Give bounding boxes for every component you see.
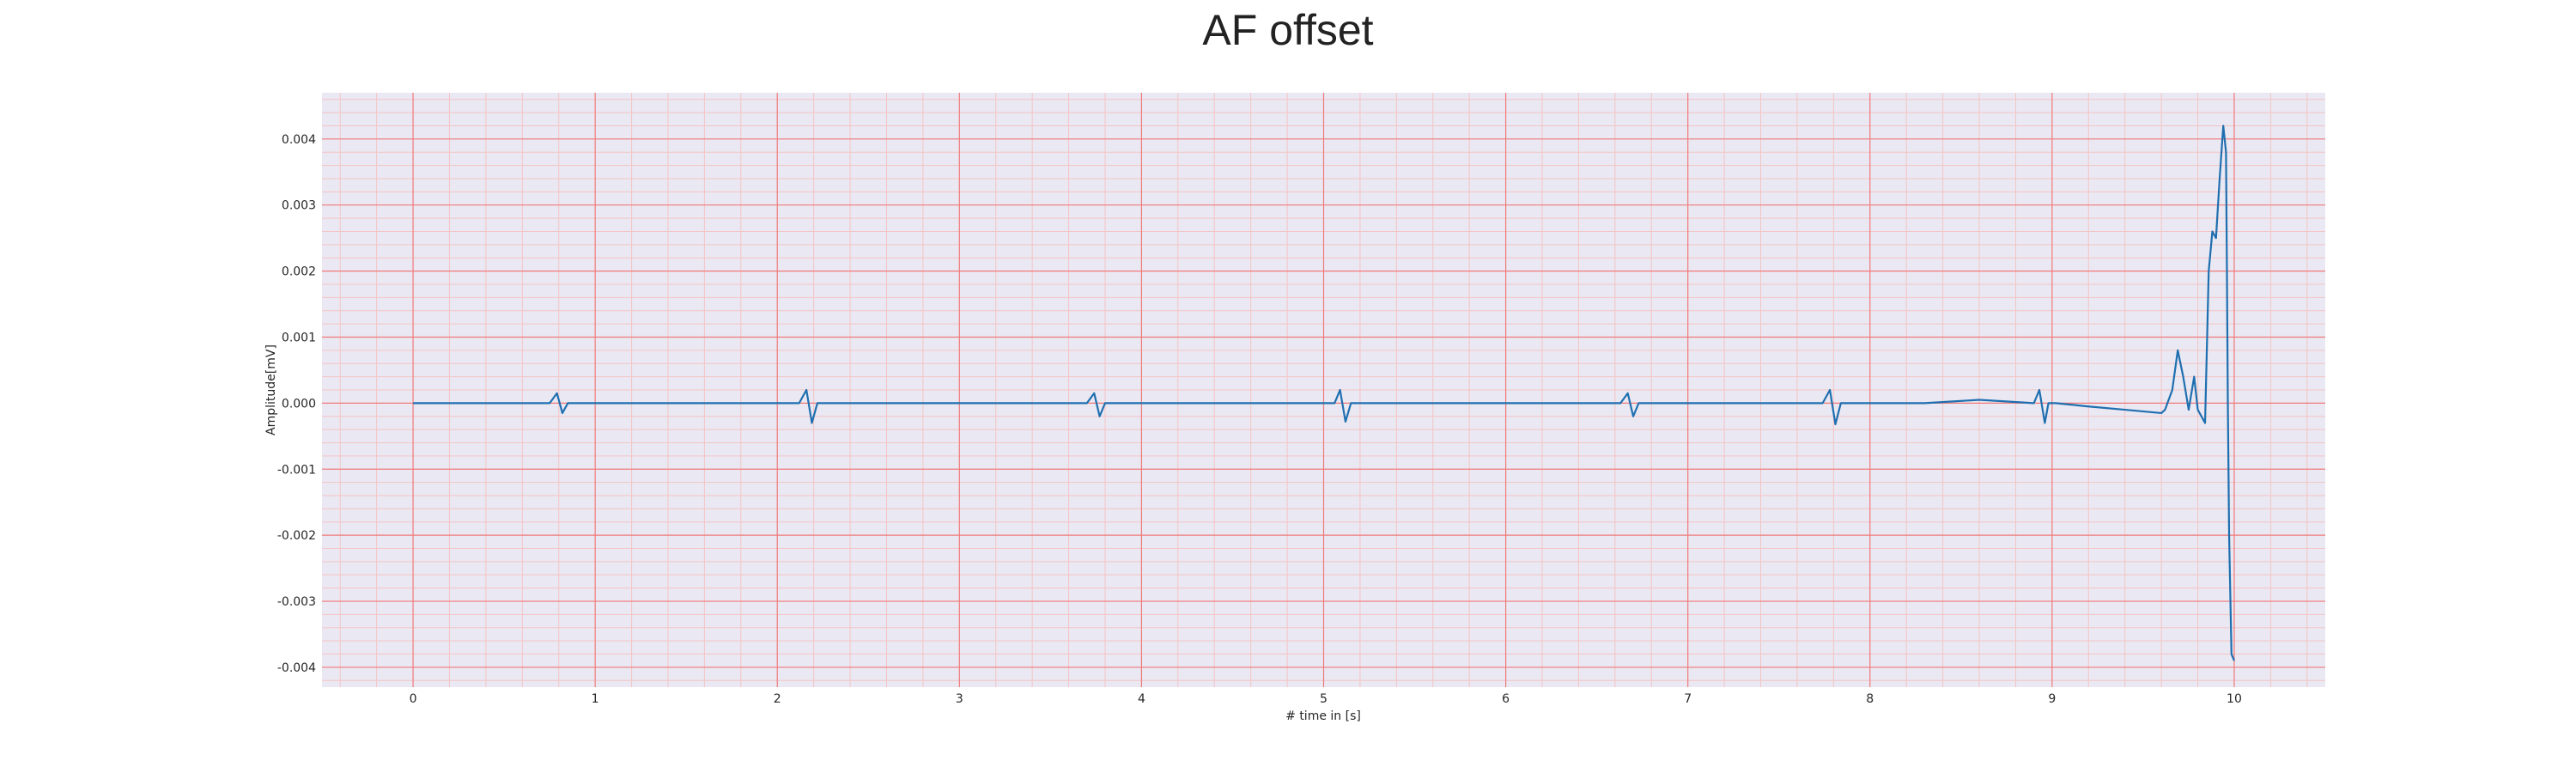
x-tick-label: 10: [2227, 692, 2242, 706]
y-tick-labels: 0.004 0.003 0.002 0.001 0.000 -0.001 -0.002 -0.…: [277, 133, 316, 675]
x-tick-label: 3: [956, 692, 963, 706]
y-tick-label: -0.003: [277, 595, 316, 609]
x-tick-label: 2: [774, 692, 781, 706]
x-tick-label: 0: [410, 692, 417, 706]
x-tick-label: 1: [592, 692, 599, 706]
x-tick-label: 4: [1138, 692, 1145, 706]
y-tick-label: -0.001: [277, 463, 316, 477]
chart-title: AF offset: [1202, 6, 1373, 54]
series-layer: [413, 125, 2235, 661]
y-tick-label: 0.000: [282, 397, 316, 411]
x-tick-label: 9: [2048, 692, 2056, 706]
x-tick-label: 8: [1866, 692, 1874, 706]
x-tick-label: 6: [1502, 692, 1510, 706]
y-tick-label: 0.001: [282, 331, 316, 344]
x-tick-label: 7: [1684, 692, 1692, 706]
x-tick-labels: 0 1 2 3 4 5 6 7 8 9 10: [410, 692, 2242, 706]
y-tick-label: -0.004: [277, 661, 316, 675]
x-tick-label: 5: [1320, 692, 1327, 706]
y-tick-label: -0.002: [277, 529, 316, 543]
y-axis-label: Amplitude[mV]: [264, 344, 278, 435]
y-tick-label: 0.004: [282, 133, 316, 147]
x-axis-label: # time in [s]: [1285, 709, 1361, 723]
y-tick-label: 0.003: [282, 199, 316, 213]
y-tick-label: 0.002: [282, 265, 316, 279]
series-line: [413, 125, 2235, 661]
